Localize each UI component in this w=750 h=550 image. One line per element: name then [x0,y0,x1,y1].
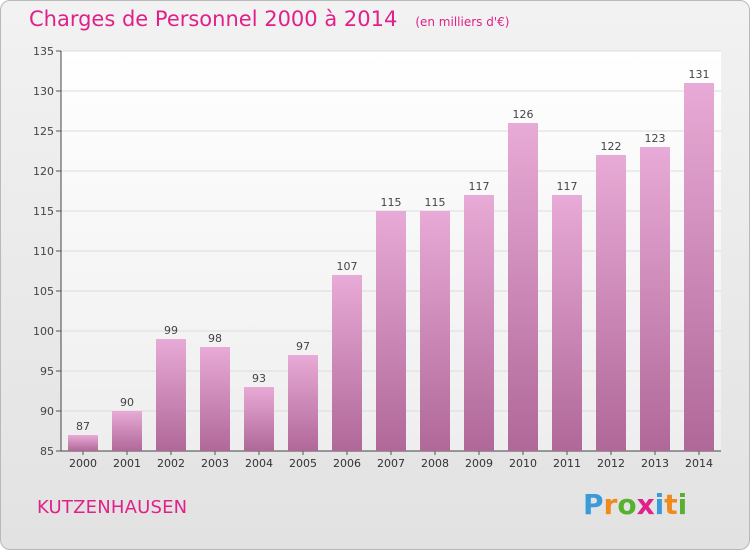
chart-title-text: Charges de Personnel 2000 à 2014 [29,7,398,31]
bar-value-label: 115 [425,196,446,209]
bar [420,211,450,451]
x-tick-label: 2001 [113,457,141,470]
x-tick-label: 2005 [289,457,317,470]
x-tick-label: 2006 [333,457,361,470]
x-tick-label: 2010 [509,457,537,470]
bar-value-label: 115 [381,196,402,209]
bar-value-label: 117 [469,180,490,193]
bar [156,339,186,451]
bar-value-label: 93 [252,372,266,385]
bar [376,211,406,451]
bar-value-label: 107 [337,260,358,273]
y-tick-label: 105 [33,285,54,298]
y-tick-label: 135 [33,45,54,58]
x-tick-label: 2011 [553,457,581,470]
logo-letter: i [654,488,665,521]
bar [68,435,98,451]
x-tick-label: 2000 [69,457,97,470]
x-tick-label: 2008 [421,457,449,470]
bar-value-label: 87 [76,420,90,433]
bar-value-label: 99 [164,324,178,337]
chart-title: Charges de Personnel 2000 à 2014 (en mill… [29,7,509,31]
proxiti-logo: Proxiti [583,488,687,521]
bar-value-label: 98 [208,332,222,345]
x-tick-label: 2002 [157,457,185,470]
bar [596,155,626,451]
bar [112,411,142,451]
bar-value-label: 126 [513,108,534,121]
bar-value-label: 90 [120,396,134,409]
x-tick-label: 2004 [245,457,273,470]
logo-letter: t [664,488,678,521]
chart-unit: (en milliers d'€) [415,15,510,29]
x-tick-label: 2012 [597,457,625,470]
y-tick-label: 125 [33,125,54,138]
bar-chart: 85 90 95 100 105 110 115 120 125 130 135 87 2000 90 20… [33,45,721,470]
y-tick-label: 130 [33,85,54,98]
y-tick-label: 95 [40,365,54,378]
logo-letter: o [617,488,637,521]
town-name: KUTZENHAUSEN [37,497,188,518]
bar [244,387,274,451]
bar-value-label: 123 [645,132,666,145]
logo-letter: P [583,488,604,521]
y-tick-label: 120 [33,165,54,178]
bar [640,147,670,451]
bar [508,123,538,451]
x-tick-label: 2013 [641,457,669,470]
y-tick-label: 85 [40,445,54,458]
y-tick-label: 110 [33,245,54,258]
bar-value-label: 131 [689,68,710,81]
bar [684,83,714,451]
x-tick-label: 2007 [377,457,405,470]
bar [552,195,582,451]
x-tick-label: 2009 [465,457,493,470]
x-tick-label: 2003 [201,457,229,470]
bar-value-label: 117 [557,180,578,193]
logo-letter: i [677,488,688,521]
x-tick-label: 2014 [685,457,713,470]
bar [332,275,362,451]
bar [288,355,318,451]
bar-value-label: 97 [296,340,310,353]
bar [200,347,230,451]
y-tick-label: 115 [33,205,54,218]
logo-letter: x [636,488,655,521]
y-tick-label: 100 [33,325,54,338]
bar [464,195,494,451]
logo-letter: r [603,488,618,521]
bar-value-label: 122 [601,140,622,153]
y-tick-label: 90 [40,405,54,418]
